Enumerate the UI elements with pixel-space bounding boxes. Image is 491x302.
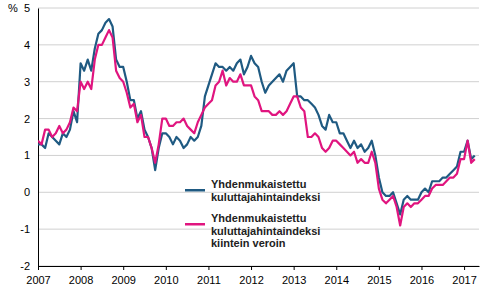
y-tick: 5 — [24, 2, 38, 14]
x-tick: 2017 — [452, 266, 476, 286]
y-tick: 1 — [24, 149, 38, 161]
x-tick-mark — [208, 266, 209, 270]
x-tick: 2015 — [367, 266, 391, 286]
y-tick: 3 — [24, 76, 38, 88]
x-axis: 2007 2008 2009 2010 2011 2012 2013 2014 2015 2016… — [26, 266, 479, 286]
grid-line — [38, 155, 479, 156]
y-tick-label: 3 — [24, 76, 30, 88]
plot: -2-1012345200720082009201020112012201320… — [20, 2, 479, 286]
y-tick-label: 5 — [24, 2, 30, 14]
x-tick-label: 2009 — [111, 274, 135, 286]
y-tick: -1 — [20, 223, 38, 235]
grid-line — [38, 8, 479, 9]
x-tick-label: 2014 — [325, 274, 349, 286]
y-tick-label: 2 — [24, 113, 30, 125]
y-axis-line — [38, 9, 39, 267]
x-tick-mark — [294, 266, 295, 270]
legend-swatch — [185, 223, 205, 226]
grid-line — [38, 81, 479, 82]
x-tick: 2014 — [325, 266, 349, 286]
x-tick-mark — [251, 266, 252, 270]
legend-label: Yhdenmukaistettukuluttajahintaindeksikii… — [211, 212, 320, 249]
x-tick: 2011 — [197, 266, 221, 286]
x-tick-label: 2015 — [367, 274, 391, 286]
legend-swatch — [185, 189, 205, 192]
x-tick: 2013 — [282, 266, 306, 286]
x-tick-label: 2016 — [410, 274, 434, 286]
x-tick-mark — [421, 266, 422, 270]
grid-line — [38, 266, 479, 267]
x-tick: 2009 — [111, 266, 135, 286]
x-tick-mark — [38, 266, 39, 270]
y-tick: -2 — [20, 260, 38, 272]
x-tick-mark — [464, 266, 465, 270]
x-tick-label: 2017 — [452, 274, 476, 286]
y-axis: -2 -1 0 1 2 3 4 5 — [20, 2, 38, 272]
y-tick-label: 0 — [24, 186, 30, 198]
grid-line — [38, 118, 479, 119]
x-tick-label: 2010 — [154, 274, 178, 286]
y-tick-label: -1 — [20, 223, 30, 235]
y-tick-label: 1 — [24, 149, 30, 161]
y-tick-label: 4 — [24, 39, 30, 51]
y-tick-label: -2 — [20, 260, 30, 272]
series-line — [38, 19, 475, 214]
x-tick-mark — [81, 266, 82, 270]
x-tick: 2010 — [154, 266, 178, 286]
legend-label: Yhdenmukaistettukuluttajahintaindeksi — [211, 178, 320, 203]
y-tick: 0 — [24, 186, 38, 198]
x-tick: 2012 — [239, 266, 263, 286]
x-tick-label: 2011 — [197, 274, 221, 286]
x-tick-label: 2008 — [69, 274, 93, 286]
y-axis-title: % — [8, 2, 18, 14]
grid-line — [38, 44, 479, 45]
x-tick-label: 2007 — [26, 274, 50, 286]
x-tick: 2008 — [69, 266, 93, 286]
chart: -2-1012345200720082009201020112012201320… — [0, 0, 491, 302]
x-tick: 2016 — [410, 266, 434, 286]
x-tick: 2007 — [26, 266, 50, 286]
x-tick-mark — [166, 266, 167, 270]
x-tick-mark — [123, 266, 124, 270]
lines — [38, 19, 475, 225]
x-tick-label: 2013 — [282, 274, 306, 286]
legend-entry: Yhdenmukaistettukuluttajahintaindeksikii… — [185, 212, 320, 249]
legend-entry: Yhdenmukaistettukuluttajahintaindeksi — [185, 178, 320, 203]
x-tick-mark — [336, 266, 337, 270]
grid — [38, 8, 479, 266]
y-tick: 2 — [24, 113, 38, 125]
legend: Yhdenmukaistettukuluttajahintaindeksi Yhd… — [185, 178, 320, 249]
x-tick-label: 2012 — [239, 274, 263, 286]
series-line — [38, 30, 475, 225]
x-axis-line — [39, 266, 480, 267]
y-tick: 4 — [24, 39, 38, 51]
x-tick-mark — [379, 266, 380, 270]
